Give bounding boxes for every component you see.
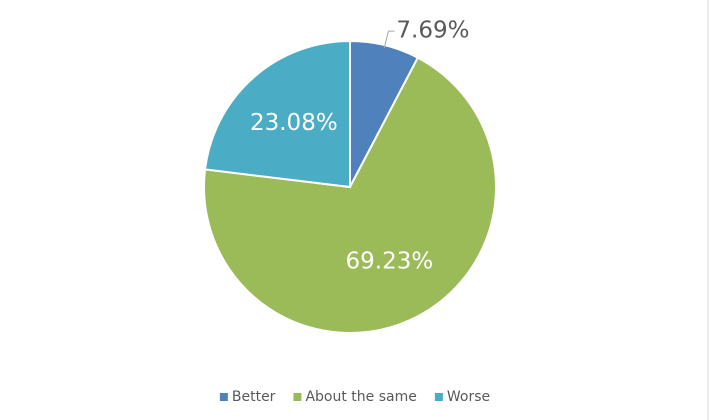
legend-swatch — [219, 393, 228, 401]
legend-swatch — [293, 393, 302, 401]
legend-label: About the same — [305, 389, 416, 405]
legend-swatch — [434, 393, 443, 401]
data-label: 23.08% — [250, 110, 338, 136]
leader-line — [383, 30, 395, 49]
data-label: 7.69% — [396, 18, 469, 44]
pie-slice — [203, 56, 497, 334]
pie-slice — [203, 39, 351, 189]
legend-label: Better — [232, 389, 276, 405]
legend-label: Worse — [447, 389, 490, 405]
data-label: 69.23% — [346, 248, 434, 274]
